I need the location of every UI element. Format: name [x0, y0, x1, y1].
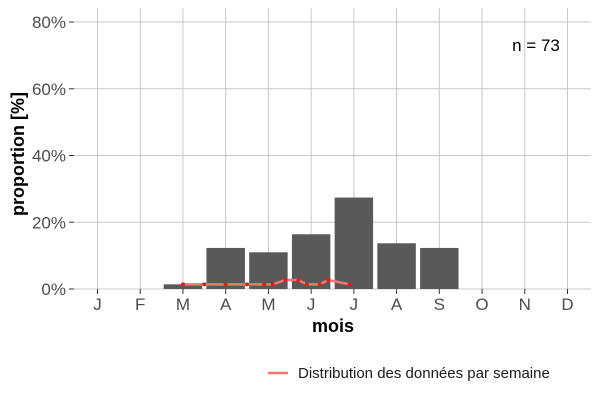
series-point: [283, 277, 288, 282]
y-tick-label: 40%: [32, 147, 66, 166]
series-point: [304, 282, 309, 287]
x-tick-label: M: [261, 295, 275, 314]
x-tick-label: N: [519, 295, 531, 314]
series-point: [317, 282, 322, 287]
bar: [249, 252, 288, 289]
y-tick-labels: 0% 20% 40% 60% 80%: [32, 13, 66, 299]
series-point: [180, 282, 185, 287]
x-axis-title: mois: [312, 316, 354, 336]
x-tick-label: D: [561, 295, 573, 314]
x-tick-label: J: [93, 295, 102, 314]
x-tick-label: J: [307, 295, 316, 314]
bar: [420, 247, 459, 289]
x-tick-label: F: [135, 295, 145, 314]
bar: [334, 197, 374, 289]
sample-size-annotation: n = 73: [512, 36, 560, 55]
y-tick-label: 60%: [32, 80, 66, 99]
bar: [163, 284, 203, 289]
y-tick-label: 80%: [32, 13, 66, 32]
series-point: [223, 282, 228, 287]
series-point: [202, 282, 207, 287]
bar: [206, 247, 245, 289]
series-point: [245, 282, 250, 287]
y-axis-title: proportion [%]: [8, 92, 28, 216]
bar: [377, 243, 416, 289]
series-point: [347, 282, 352, 287]
y-tick-label: 0%: [41, 280, 66, 299]
series-point: [326, 277, 331, 282]
x-tick-label: A: [391, 295, 403, 314]
x-tick-label: J: [350, 295, 359, 314]
legend: Distribution des données par semaine: [268, 365, 550, 382]
weekly-distribution-line: [180, 277, 352, 287]
x-tick-label: M: [176, 295, 190, 314]
x-tick-label: A: [220, 295, 232, 314]
x-tick-label: S: [434, 295, 445, 314]
x-tick-label: O: [475, 295, 488, 314]
series-point: [296, 277, 301, 282]
legend-label: Distribution des données par semaine: [298, 365, 550, 382]
series-point: [262, 282, 267, 287]
y-tick-label: 20%: [32, 213, 66, 232]
series-point: [270, 282, 275, 287]
